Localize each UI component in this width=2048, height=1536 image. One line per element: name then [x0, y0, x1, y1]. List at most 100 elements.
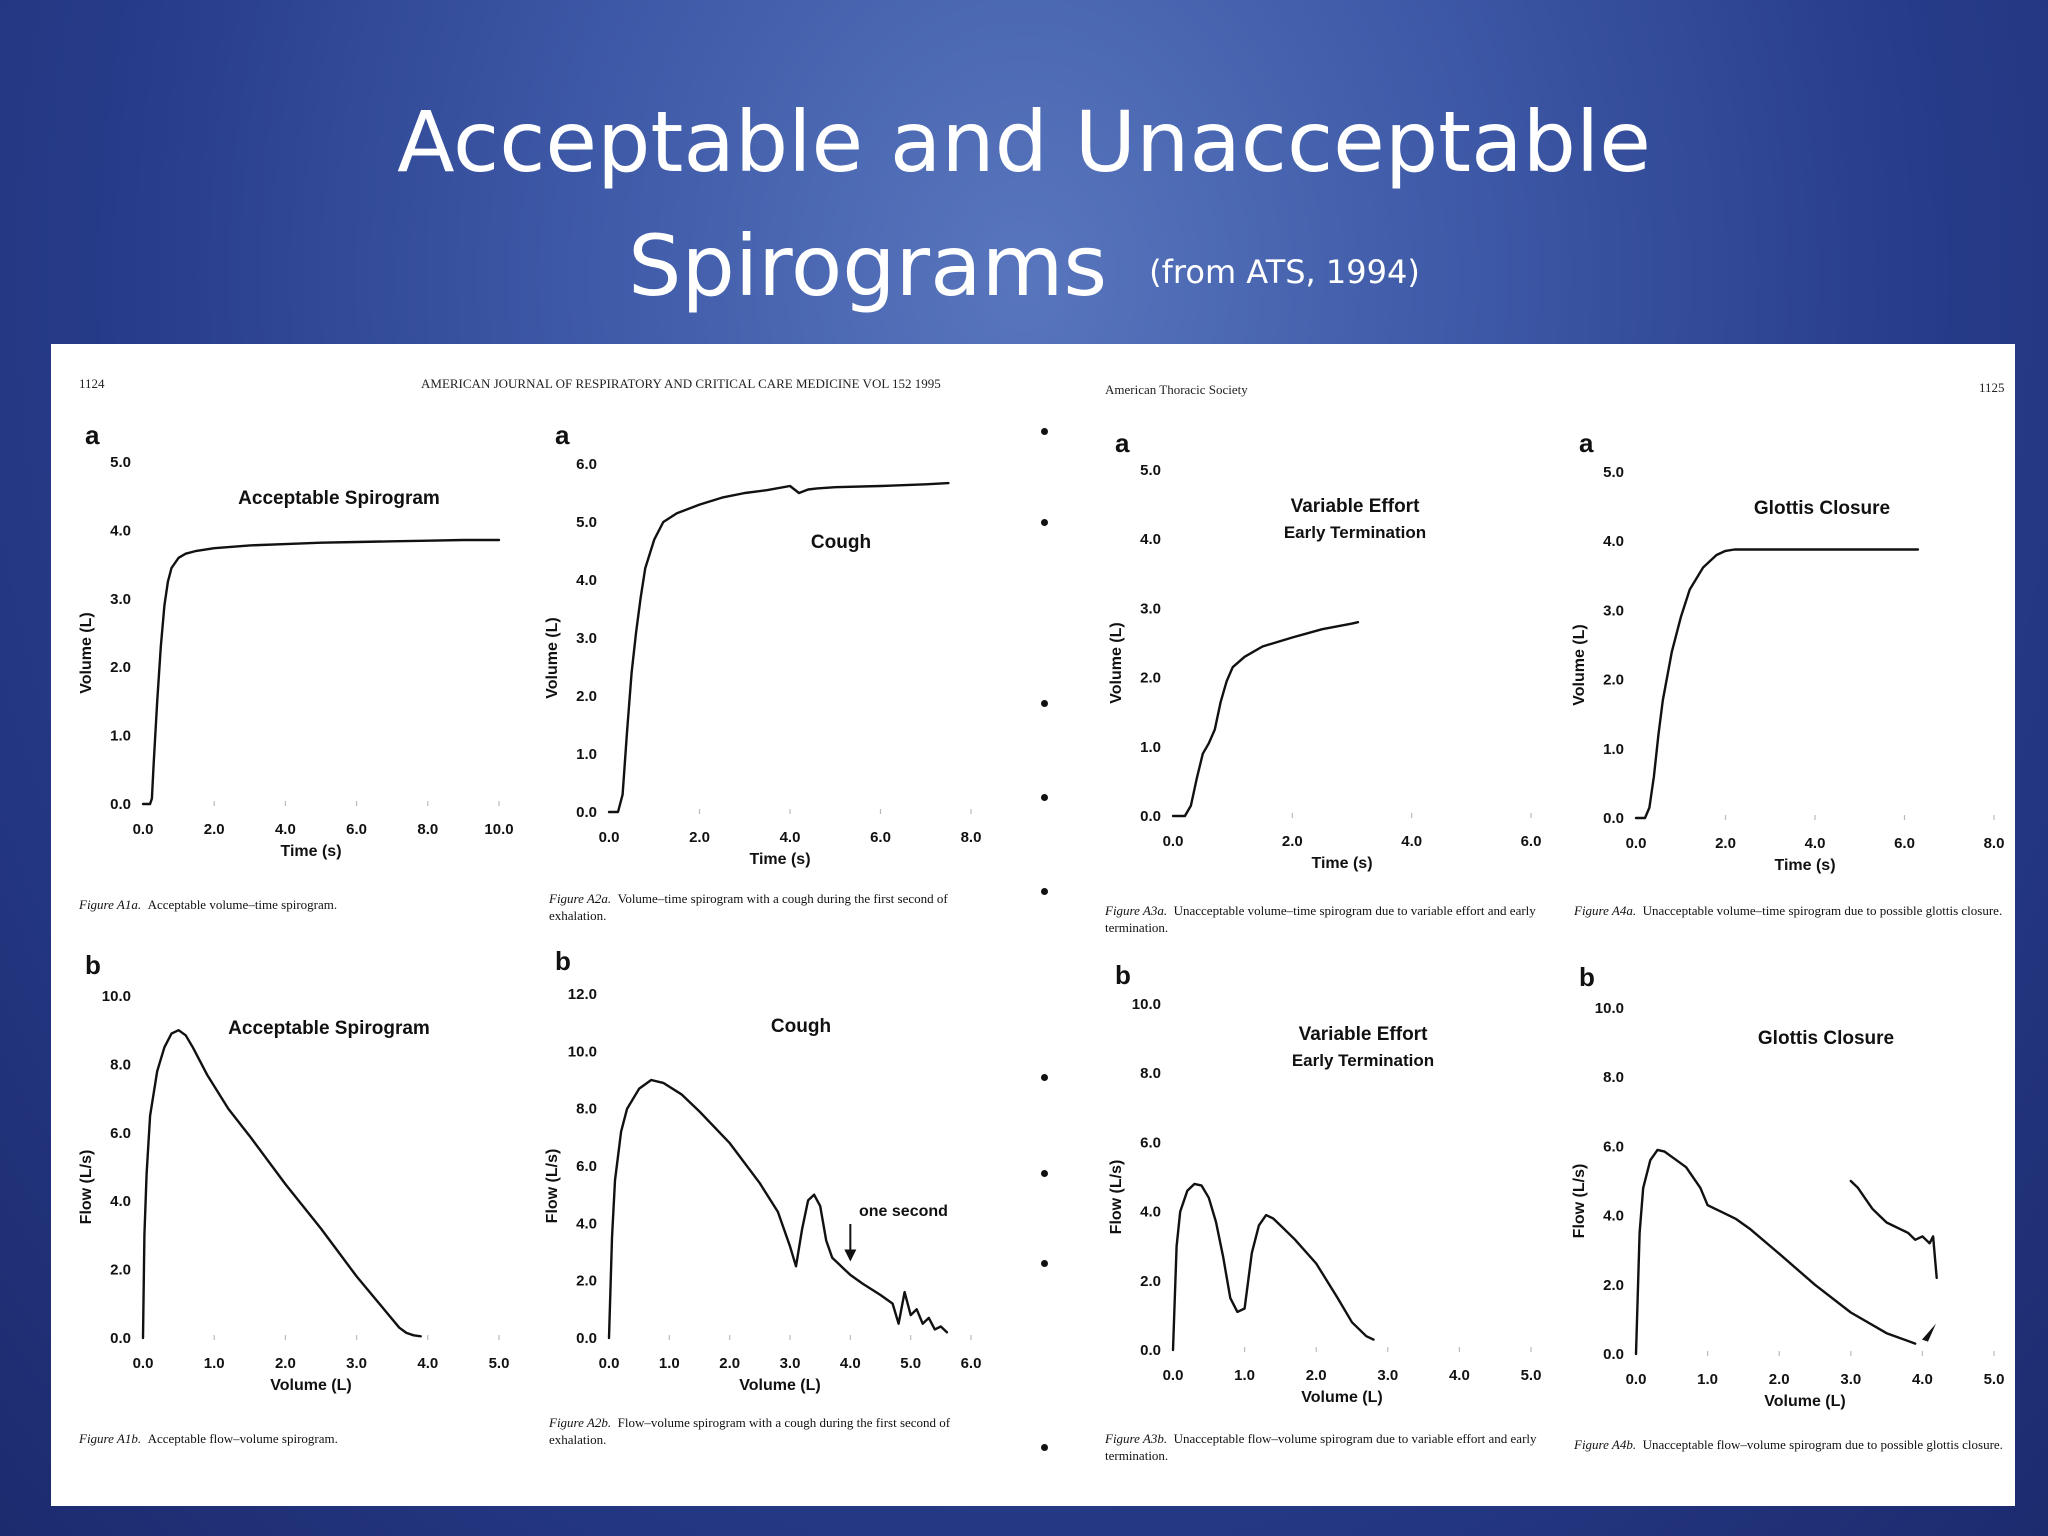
- chart-a4b-svg: b 0.0 2.0 4.0 6.0 8.0 10.0 0.0 1.0 2.0 3.0 4.0 5.0 Vo…: [1571, 962, 2005, 1410]
- chart-a4a-letter: a: [1579, 428, 1594, 458]
- binding-dot: [1041, 1444, 1048, 1451]
- chart-a2a-y-axis-label: Volume (L): [544, 617, 561, 698]
- caption-a1a: Figure A1a. Acceptable volume–time spiro…: [79, 897, 338, 912]
- binding-dot: [1041, 700, 1048, 707]
- chart-a3b-y-tick: 0.0: [1140, 1342, 1161, 1359]
- chart-a4b-y-axis-label: Flow (L/s): [1571, 1164, 1588, 1239]
- chart-a1a-y-tick: 5.0: [110, 454, 131, 471]
- chart-a1b-letter: b: [85, 950, 101, 980]
- chart-a3a-series-line-1: [1171, 621, 1360, 818]
- chart-a1b-x-tick: 3.0: [346, 1355, 367, 1372]
- chart-a1a-y-tick: 1.0: [110, 728, 131, 745]
- chart-a4a-y-tick: 1.0: [1603, 741, 1624, 758]
- chart-a2a-title: Cough: [811, 532, 871, 553]
- chart-a3b-x-tick: 4.0: [1449, 1367, 1470, 1384]
- chart-a1b-x-tick: 2.0: [275, 1355, 296, 1372]
- chart-a3b-x-tick: 0.0: [1163, 1367, 1184, 1384]
- chart-a2b-annotation: one second: [859, 1203, 948, 1220]
- chart-a3a-y-tick: 3.0: [1140, 600, 1161, 617]
- chart-a3a-svg: a 0.0 1.0 2.0 3.0 4.0 5.0 0.0 2.0 4.0 6.0 Time (s) V…: [1108, 428, 1542, 872]
- chart-a2a-y-tick: 6.0: [576, 456, 597, 473]
- chart-a4b-x-axis-label: Volume (L): [1764, 1393, 1845, 1410]
- chart-a4a-x-tick: 8.0: [1984, 835, 2005, 852]
- chart-a3b-x-axis-label: Volume (L): [1301, 1389, 1382, 1406]
- chart-a1b-y-tick: 4.0: [110, 1193, 131, 1210]
- chart-a1b-title: Acceptable Spirogram: [228, 1018, 430, 1039]
- chart-a1b-y-tick: 8.0: [110, 1056, 131, 1073]
- chart-a3a-x-tick: 2.0: [1282, 833, 1303, 850]
- caption-a3a: Figure A3a. Unacceptable volume–time spi…: [1105, 903, 1536, 935]
- chart-a2b-y-tick: 8.0: [576, 1101, 597, 1118]
- chart-a3b-y-tick: 4.0: [1140, 1204, 1161, 1221]
- chart-a3a-y-tick: 0.0: [1140, 808, 1161, 825]
- chart-a1a-y-tick: 3.0: [110, 591, 131, 608]
- chart-a2a-x-tick: 4.0: [780, 829, 801, 846]
- chart-a4a-x-tick: 2.0: [1715, 835, 1736, 852]
- chart-a3b-y-axis-label: Flow (L/s): [1108, 1160, 1125, 1235]
- chart-a2a-y-tick: 1.0: [576, 746, 597, 763]
- chart-a1b-y-tick: 0.0: [110, 1330, 131, 1347]
- chart-a2b-y-axis-label: Flow (L/s): [544, 1149, 561, 1224]
- chart-a4a-x-tick: 6.0: [1894, 835, 1915, 852]
- chart-a1b-series-line-1: [141, 1029, 422, 1340]
- chart-a1b-x-tick: 0.0: [133, 1355, 154, 1372]
- chart-a3a-x-tick: 4.0: [1401, 833, 1422, 850]
- binding-dot: [1041, 1170, 1048, 1177]
- chart-a1a-x-tick: 10.0: [484, 821, 513, 838]
- chart-a3a-letter: a: [1115, 428, 1130, 458]
- chart-a2b-x-tick: 5.0: [900, 1355, 921, 1372]
- chart-a4b-letter: b: [1579, 962, 1595, 992]
- chart-a4a-y-tick: 3.0: [1603, 602, 1624, 619]
- chart-a2a-y-tick: 0.0: [576, 804, 597, 821]
- chart-a4a-y-tick: 0.0: [1603, 810, 1624, 827]
- slide-title: Acceptable and Unacceptable Spirograms (f…: [0, 80, 2048, 334]
- chart-a3b-x-tick: 1.0: [1234, 1367, 1255, 1384]
- chart-a3a-y-axis-label: Volume (L): [1108, 622, 1125, 703]
- chart-a3b-y-tick: 8.0: [1140, 1065, 1161, 1082]
- binding-dot: [1041, 1260, 1048, 1267]
- chart-a1a-x-tick: 6.0: [346, 821, 367, 838]
- chart-a4a-y-tick: 2.0: [1603, 672, 1624, 689]
- chart-a2b-title: Cough: [771, 1016, 831, 1037]
- chart-a2b-y-tick: 0.0: [576, 1330, 597, 1347]
- chart-a2a-x-tick: 2.0: [689, 829, 710, 846]
- chart-a3b-x-tick: 2.0: [1306, 1367, 1327, 1384]
- chart-a4b-x-tick: 5.0: [1984, 1371, 2005, 1388]
- chart-a4b-x-tick: 3.0: [1840, 1371, 1861, 1388]
- slide-title-main: Spirograms: [628, 217, 1108, 315]
- chart-a1a-svg: a 0.0 1.0 2.0 3.0 4.0 5.0 0.0 2.0 4.0 6.0 8.0 10.0 Ti…: [78, 420, 514, 860]
- chart-a1a-x-tick: 4.0: [275, 821, 296, 838]
- chart-a3a-y-tick: 4.0: [1140, 531, 1161, 548]
- chart-a3a-y-tick: 2.0: [1140, 670, 1161, 687]
- chart-a3a-x-tick: 0.0: [1163, 833, 1184, 850]
- chart-a3b-svg: b 0.0 2.0 4.0 6.0 8.0 10.0 0.0 1.0 2.0 3.0 4.0 5.0 Vo…: [1108, 960, 1541, 1406]
- chart-a2a-y-tick: 2.0: [576, 688, 597, 705]
- chart-a4b-y-tick: 10.0: [1595, 1000, 1624, 1017]
- chart-a2b-y-tick: 12.0: [568, 986, 597, 1003]
- chart-a1b-y-tick: 10.0: [102, 988, 131, 1005]
- chart-a2a-series-line-1: [607, 481, 950, 814]
- binding-dot: [1041, 519, 1048, 526]
- chart-a3b-series-line-1: [1171, 1182, 1375, 1352]
- chart-a2a-y-tick: 5.0: [576, 514, 597, 531]
- chart-a4a-x-tick: 0.0: [1626, 835, 1647, 852]
- chart-a1a-letter: a: [85, 420, 100, 450]
- chart-a2b-y-tick: 2.0: [576, 1273, 597, 1290]
- chart-a2b-x-tick: 3.0: [780, 1355, 801, 1372]
- chart-a4b-x-tick: 0.0: [1626, 1371, 1647, 1388]
- chart-a1b-y-tick: 6.0: [110, 1125, 131, 1142]
- chart-a2b-svg: b 0.0 2.0 4.0 6.0 8.0 10.0 12.0 0.0 1.0 2.0 3.0 4.0 5…: [544, 946, 981, 1394]
- chart-a2b-series-line-1: [607, 1078, 949, 1340]
- chart-a4a-x-axis-label: Time (s): [1774, 857, 1835, 874]
- chart-a4a-x-tick: 4.0: [1805, 835, 1826, 852]
- chart-a4b-series-line-1: [1634, 1148, 1917, 1356]
- caption-a1b: Figure A1b. Acceptable flow–volume spiro…: [79, 1431, 338, 1446]
- caption-a2b: Figure A2b. Flow–volume spirogram with a…: [549, 1415, 951, 1447]
- chart-a4b-series-line-2: [1849, 1179, 1938, 1280]
- caption-a3b: Figure A3b. Unacceptable flow–volume spi…: [1105, 1431, 1537, 1463]
- slide-title-source: (from ATS, 1994): [1149, 253, 1420, 292]
- left-journal-header: AMERICAN JOURNAL OF RESPIRATORY AND CRIT…: [421, 376, 941, 391]
- chart-a3a-x-tick: 6.0: [1521, 833, 1542, 850]
- chart-a1a-series-line-1: [141, 538, 501, 806]
- chart-a3b-y-tick: 10.0: [1132, 996, 1161, 1013]
